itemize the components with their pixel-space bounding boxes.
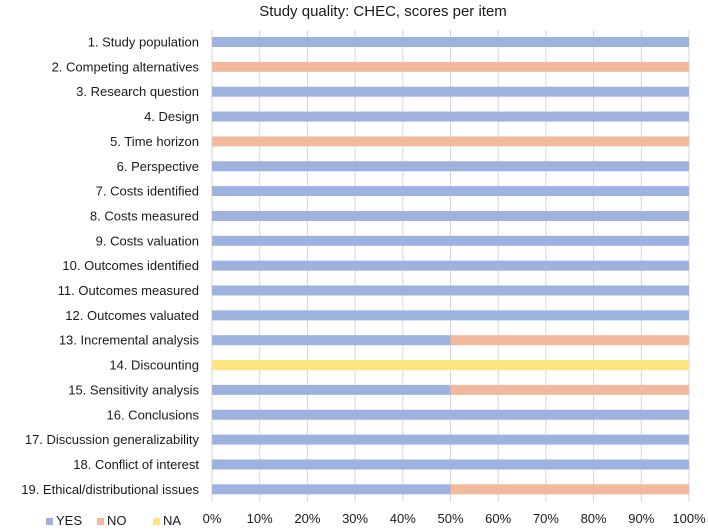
bar-yes	[212, 111, 689, 122]
legend-label-na: NA	[163, 513, 181, 528]
bar-no	[450, 384, 689, 395]
x-tick-labels: 0% 10% 20% 30% 40% 50% 60% 70% 80% 90% 100%	[203, 511, 706, 526]
category-label: 1. Study population	[88, 35, 199, 50]
category-label: 5. Time horizon	[110, 134, 199, 149]
bar-yes	[212, 384, 451, 395]
category-label: 2. Competing alternatives	[52, 59, 200, 74]
x-tick-label: 100%	[672, 511, 706, 526]
category-label: 11. Outcomes measured	[58, 283, 199, 298]
legend-swatch-yes	[46, 518, 53, 525]
bar-yes	[212, 161, 689, 172]
bar-yes	[212, 434, 689, 445]
category-label: 19. Ethical/distributional issues	[21, 482, 199, 497]
bar-yes	[212, 260, 689, 271]
x-tick-label: 90%	[628, 511, 654, 526]
x-tick-label: 0%	[203, 511, 222, 526]
bar-yes	[212, 86, 689, 97]
legend: YES NO NA	[46, 513, 181, 528]
bar-yes	[212, 210, 689, 221]
bars	[212, 37, 689, 495]
bar-no	[212, 61, 689, 72]
x-tick-label: 60%	[485, 511, 511, 526]
category-labels: 1. Study population 2. Competing alternat…	[21, 35, 199, 497]
bar-yes	[212, 459, 689, 470]
bar-no	[450, 484, 689, 495]
category-label: 7. Costs identified	[96, 184, 199, 199]
category-label: 13. Incremental analysis	[59, 333, 200, 348]
bar-yes	[212, 409, 689, 420]
legend-swatch-no	[97, 518, 104, 525]
bar-yes	[212, 37, 689, 47]
bar-yes	[212, 285, 689, 296]
x-tick-label: 50%	[437, 511, 463, 526]
category-label: 17. Discussion generalizability	[25, 432, 200, 447]
bar-na	[212, 360, 689, 371]
category-label: 15. Sensitivity analysis	[68, 382, 199, 397]
category-label: 16. Conclusions	[107, 407, 200, 422]
legend-label-yes: YES	[56, 513, 82, 528]
category-label: 18. Conflict of interest	[73, 457, 199, 472]
x-tick-label: 70%	[533, 511, 559, 526]
category-label: 6. Perspective	[117, 159, 199, 174]
bar-yes	[212, 335, 451, 346]
category-label: 14. Discounting	[109, 358, 199, 373]
chart-title: Study quality: CHEC, scores per item	[259, 3, 507, 20]
legend-swatch-na	[153, 518, 160, 525]
x-tick-label: 10%	[247, 511, 273, 526]
bar-yes	[212, 186, 689, 197]
bar-no	[450, 335, 689, 346]
bar-yes	[212, 235, 689, 246]
bar-yes	[212, 484, 451, 495]
category-label: 9. Costs valuation	[96, 233, 199, 248]
category-label: 3. Research question	[76, 84, 199, 99]
bar-no	[212, 136, 689, 147]
x-tick-label: 20%	[294, 511, 320, 526]
x-tick-label: 30%	[342, 511, 368, 526]
category-label: 8. Costs measured	[90, 208, 199, 223]
bar-yes	[212, 310, 689, 321]
category-label: 12. Outcomes valuated	[65, 308, 199, 323]
x-tick-label: 80%	[581, 511, 607, 526]
legend-label-no: NO	[107, 513, 127, 528]
x-tick-label: 40%	[390, 511, 416, 526]
category-label: 4. Design	[144, 109, 199, 124]
category-label: 10. Outcomes identified	[62, 258, 199, 273]
